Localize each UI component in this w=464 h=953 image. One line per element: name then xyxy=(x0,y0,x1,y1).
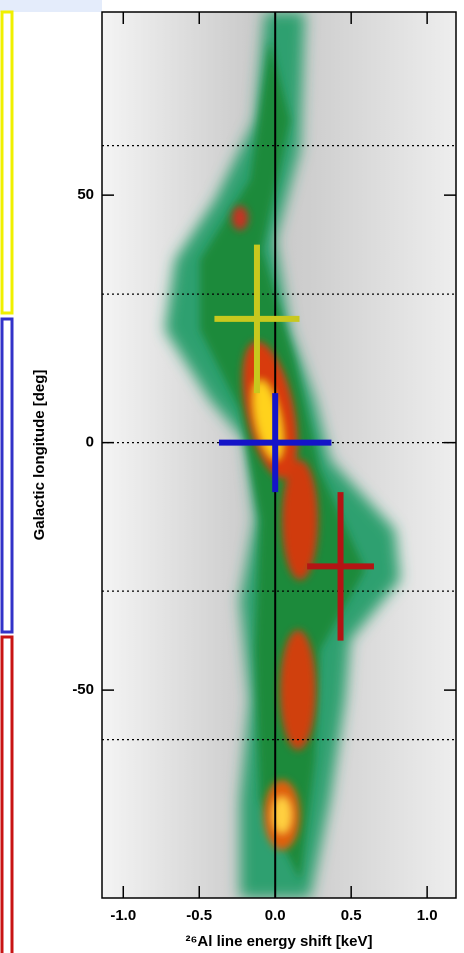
x-tick-label: 0.5 xyxy=(341,907,362,924)
y-tick-label: 50 xyxy=(77,186,94,203)
density-map xyxy=(102,12,456,898)
region-box xyxy=(0,635,14,953)
region-box xyxy=(0,317,14,634)
x-tick-label: 1.0 xyxy=(417,907,438,924)
y-axis-label: Galactic longitude [deg] xyxy=(31,370,48,541)
y-tick-label: -50 xyxy=(72,681,94,698)
region-box xyxy=(0,10,14,315)
x-tick-label: -0.5 xyxy=(186,907,212,924)
x-tick-label: 0.0 xyxy=(265,907,286,924)
top-strip xyxy=(0,0,102,12)
plot-frame xyxy=(101,11,457,899)
x-tick-label: -1.0 xyxy=(110,907,136,924)
x-axis-label: ²⁶Al line energy shift [keV] xyxy=(186,933,373,950)
y-tick-label: 0 xyxy=(86,434,94,451)
